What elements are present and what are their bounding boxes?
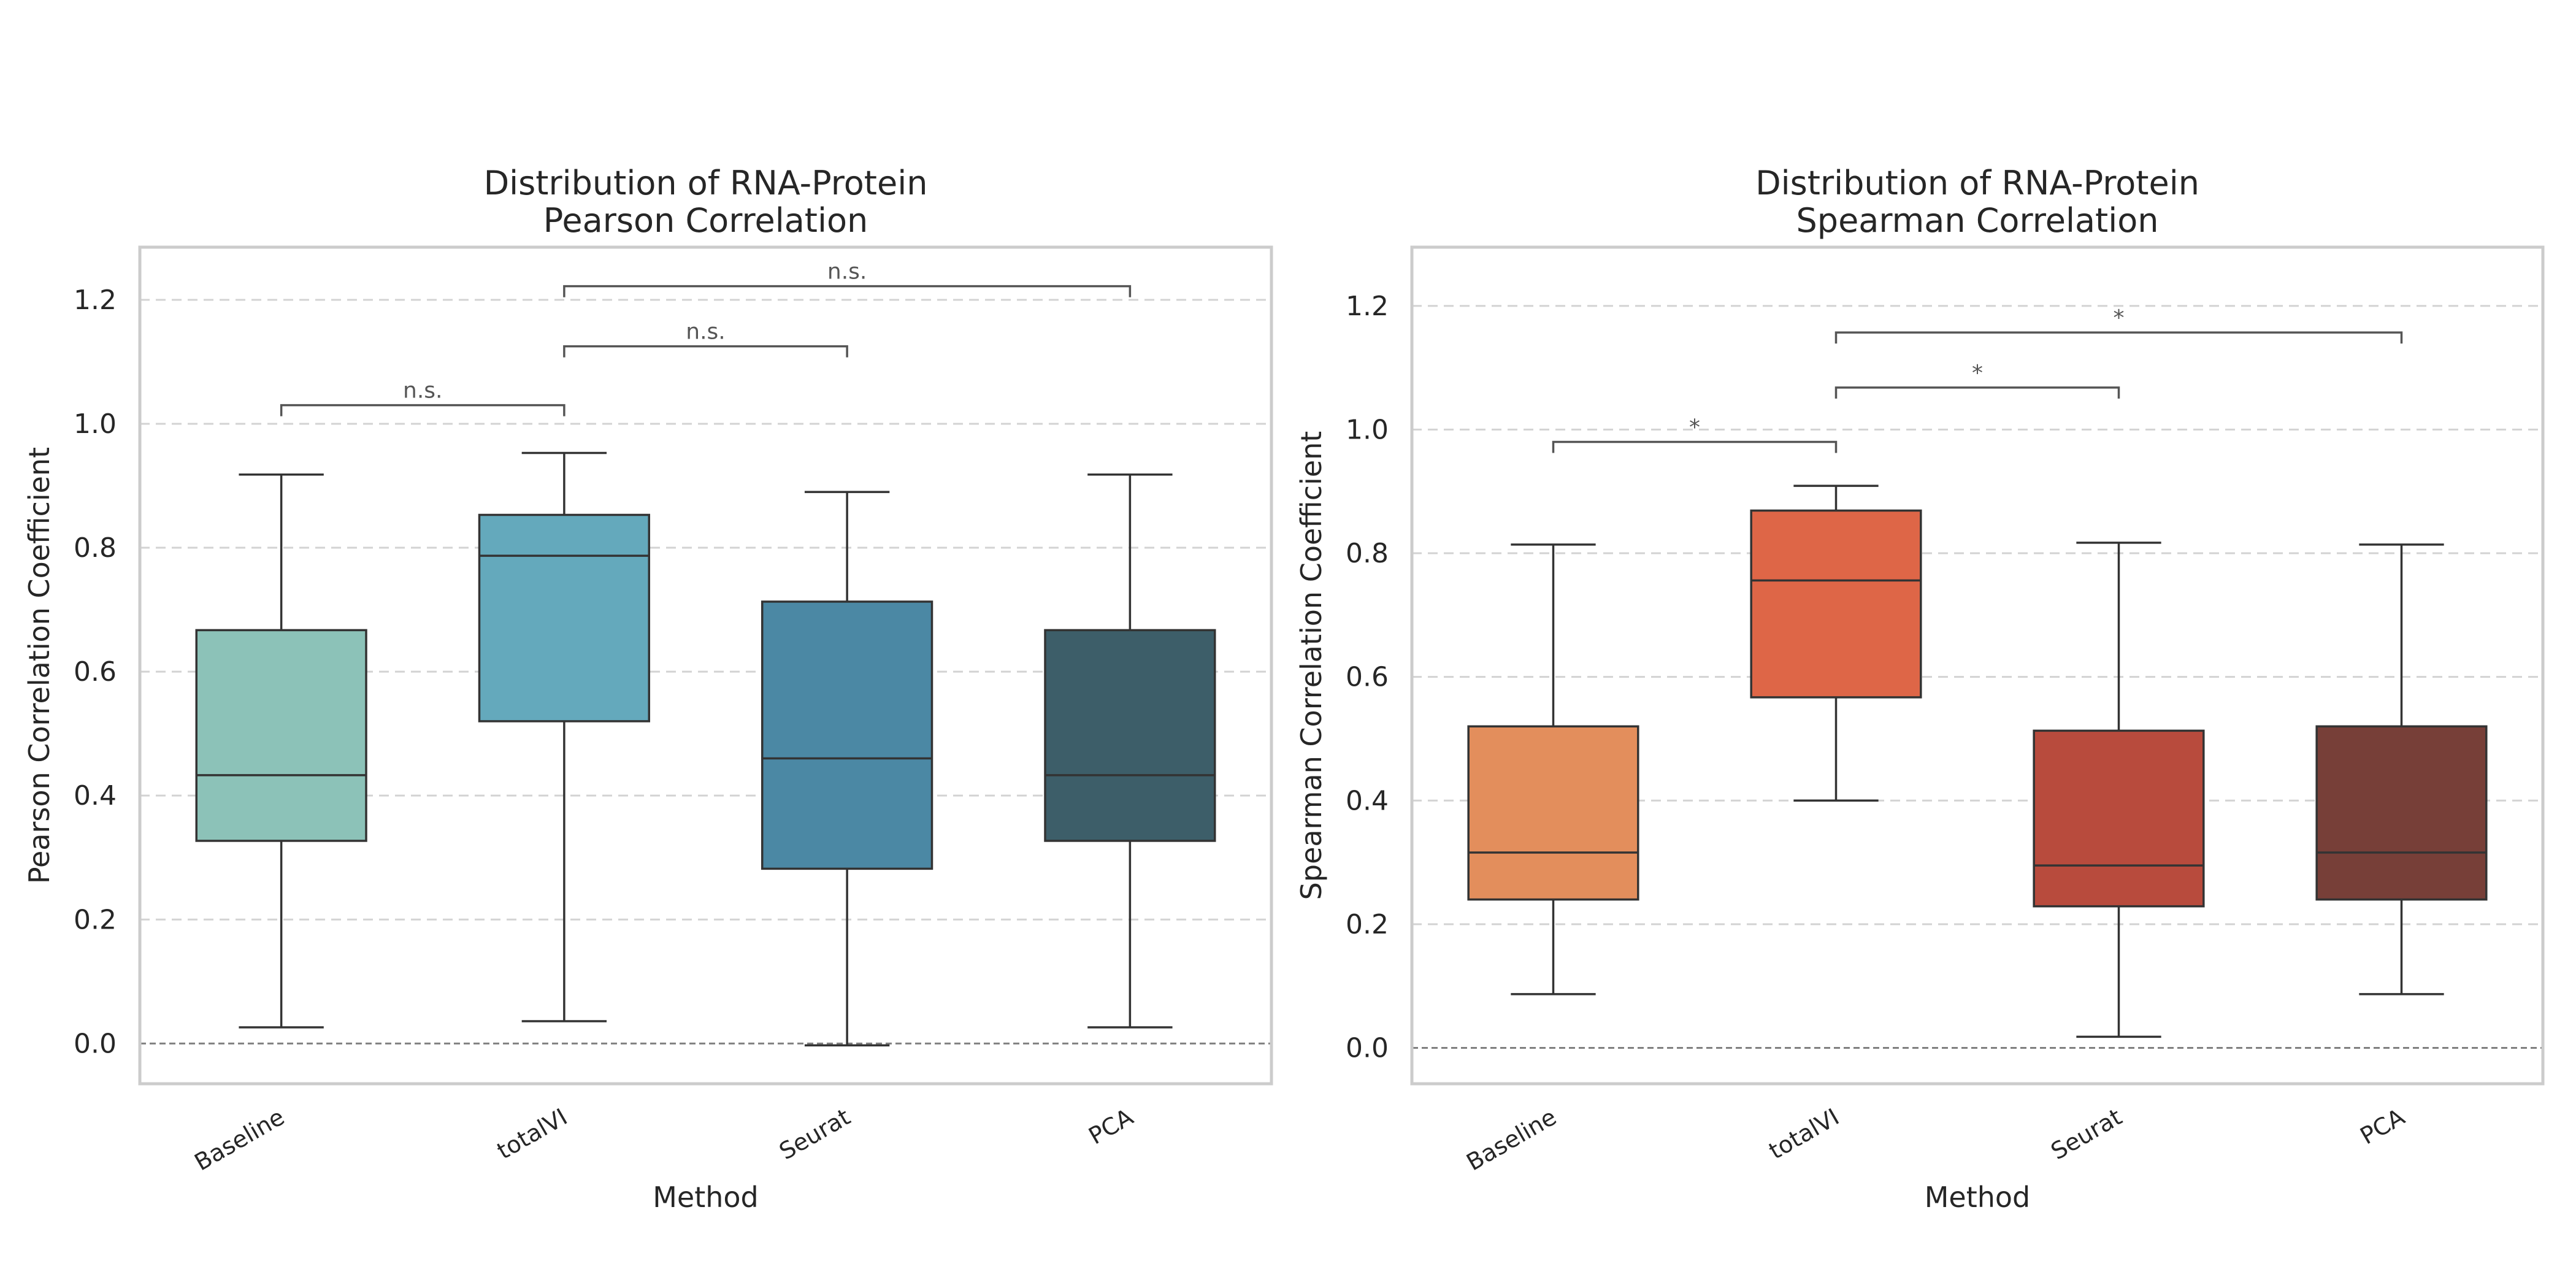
iqr-box [1750,509,1922,699]
iqr-box [478,513,650,723]
y-axis-label: Pearson Correlation Coefficient [23,447,56,884]
iqr-box [761,600,933,870]
significance-label: n.s. [403,378,442,404]
box-baseline [1467,543,1639,995]
chart-title-line: Spearman Correlation [1796,201,2159,240]
y-tick-label: 0.2 [74,904,117,935]
iqr-box [1044,629,1216,842]
bracket-line [280,404,565,416]
bracket-line [1552,440,1838,453]
y-tick-label: 0.4 [1346,785,1389,816]
iqr-box [2033,729,2205,908]
plot-frame [138,245,1273,1086]
y-tick-label: 0.2 [1346,909,1389,940]
y-tick-label: 0.8 [74,532,117,564]
chart-title-line: Distribution of RNA-Protein [484,164,928,202]
y-tick-label: 1.0 [74,408,117,440]
y-tick-label: 1.2 [1346,291,1389,322]
y-tick-label: 0.8 [1346,538,1389,569]
box-totalvi [478,451,650,1022]
box-pca [1044,473,1216,1029]
plot-frame [1410,245,2545,1086]
significance-bracket: n.s. [280,378,565,416]
significance-bracket: * [1834,361,2120,399]
significance-label: * [2114,305,2125,331]
chart-title-line: Distribution of RNA-Protein [1755,164,2199,202]
box-seurat [761,491,933,1047]
box-baseline [195,473,367,1029]
iqr-box [1467,725,1639,901]
y-tick-label: 0.6 [74,656,117,688]
significance-label: * [1689,415,1700,440]
iqr-box [195,629,367,842]
bracket-line [1834,386,2120,399]
y-tick-label: 1.2 [74,285,117,316]
bracket-line [1834,331,2403,344]
box-pca [2315,543,2488,995]
significance-bracket: n.s. [563,259,1132,297]
y-tick-label: 0.4 [74,780,117,811]
y-axis-label: Spearman Correlation Coefficient [1295,431,1328,900]
significance-label: n.s. [686,320,725,345]
significance-bracket: n.s. [563,320,848,358]
box-seurat [2033,542,2205,1038]
chart-title-line: Pearson Correlation [543,201,868,240]
significance-bracket: * [1834,305,2403,344]
x-axis-label: Method [1925,1181,2031,1214]
significance-label: * [1972,361,1983,386]
significance-bracket: * [1552,415,1838,453]
significance-label: n.s. [827,259,867,285]
iqr-box [2315,725,2488,901]
y-tick-label: 1.0 [1346,414,1389,445]
x-axis-label: Method [653,1181,759,1214]
y-tick-label: 0.0 [1346,1033,1389,1064]
y-tick-label: 0.0 [74,1028,117,1059]
bracket-line [563,345,848,358]
y-tick-label: 0.6 [1346,662,1389,693]
bracket-line [563,285,1132,297]
box-totalvi [1750,485,1922,802]
